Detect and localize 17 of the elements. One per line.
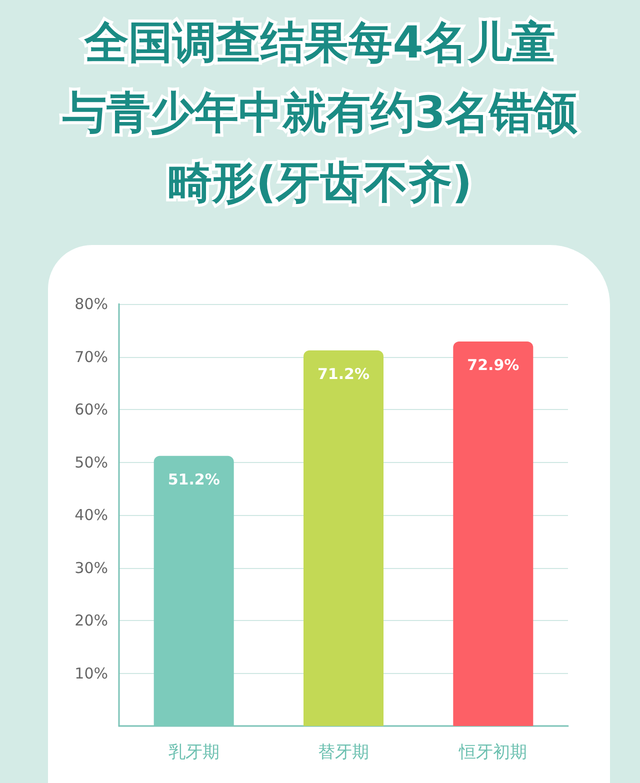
y-tick-label: 40% [74,506,108,524]
y-tick-label: 60% [74,400,108,418]
x-tick-label: 乳牙期 [168,742,220,762]
bar [304,350,384,726]
y-tick-label: 30% [74,558,108,577]
y-tick-label: 70% [74,348,108,366]
bar [453,341,534,726]
data-label: 72.9% [467,356,520,374]
y-tick-label: 50% [74,453,108,472]
x-tick-label: 恒牙初期 [458,742,528,762]
y-tick-label: 80% [74,295,108,313]
y-tick-label: 10% [74,664,108,682]
data-label: 71.2% [317,364,370,383]
x-tick-label: 替牙期 [318,742,369,762]
chart-title: 全国调查结果每4名儿童与青少年中就有约3名错颌畸形(牙齿不齐) [62,18,578,208]
y-tick-label: 20% [74,612,108,630]
data-label: 51.2% [168,470,220,488]
